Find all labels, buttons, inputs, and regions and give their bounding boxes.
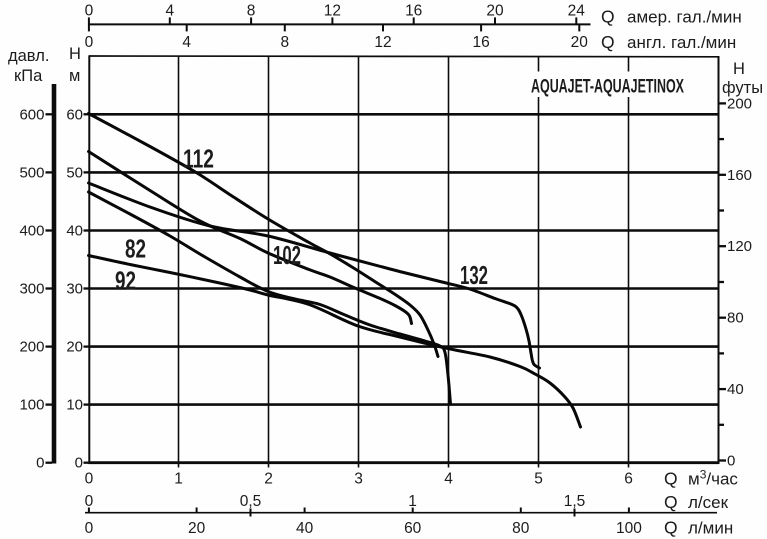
- svg-text:л/сек: л/сек: [688, 493, 729, 512]
- svg-text:20: 20: [66, 339, 83, 356]
- svg-text:12: 12: [374, 34, 391, 51]
- svg-text:м: м: [69, 67, 80, 85]
- svg-text:132: 132: [460, 260, 488, 290]
- svg-text:4: 4: [165, 3, 174, 20]
- svg-text:6: 6: [624, 471, 633, 488]
- svg-text:8: 8: [280, 34, 289, 51]
- svg-text:м3/час: м3/час: [688, 468, 738, 489]
- svg-text:1: 1: [174, 471, 183, 488]
- svg-text:англ. гал./мин: англ. гал./мин: [627, 33, 736, 52]
- svg-text:0,5: 0,5: [240, 493, 262, 510]
- svg-text:16: 16: [472, 34, 489, 51]
- svg-text:5: 5: [534, 471, 543, 488]
- svg-text:1: 1: [408, 493, 417, 510]
- svg-text:500: 500: [19, 164, 44, 181]
- svg-text:0: 0: [75, 455, 83, 472]
- svg-text:102: 102: [273, 240, 301, 270]
- svg-text:20: 20: [571, 34, 589, 51]
- svg-text:10: 10: [66, 397, 83, 414]
- svg-text:1,5: 1,5: [564, 493, 586, 510]
- svg-text:40: 40: [296, 520, 314, 537]
- svg-text:160: 160: [727, 167, 752, 184]
- svg-text:Q: Q: [664, 518, 678, 538]
- svg-text:100: 100: [19, 397, 44, 414]
- svg-text:40: 40: [727, 381, 744, 398]
- svg-text:92: 92: [115, 266, 136, 296]
- svg-text:50: 50: [66, 164, 83, 181]
- svg-text:40: 40: [66, 223, 83, 240]
- svg-text:2: 2: [264, 471, 273, 488]
- svg-text:4: 4: [182, 34, 191, 51]
- svg-text:24: 24: [568, 3, 586, 20]
- svg-text:давл.: давл.: [8, 47, 49, 65]
- svg-text:600: 600: [19, 106, 44, 123]
- svg-text:0: 0: [85, 520, 94, 537]
- svg-text:H: H: [733, 60, 745, 78]
- svg-text:200: 200: [19, 339, 44, 356]
- svg-text:0: 0: [36, 455, 44, 472]
- svg-text:Q: Q: [664, 469, 678, 489]
- svg-text:400: 400: [19, 223, 44, 240]
- svg-text:200: 200: [727, 95, 752, 112]
- svg-text:л/мин: л/мин: [688, 519, 733, 538]
- svg-text:4: 4: [444, 471, 453, 488]
- svg-text:8: 8: [247, 3, 256, 20]
- svg-text:AQUAJET-AQUAJETINOX: AQUAJET-AQUAJETINOX: [531, 76, 684, 98]
- svg-text:120: 120: [727, 238, 752, 255]
- svg-text:0: 0: [85, 3, 94, 20]
- svg-text:0: 0: [85, 471, 94, 488]
- svg-text:100: 100: [616, 520, 642, 537]
- svg-text:амер. гал./мин: амер. гал./мин: [627, 8, 742, 27]
- svg-text:20: 20: [188, 520, 206, 537]
- svg-text:60: 60: [66, 106, 83, 123]
- svg-text:Q: Q: [601, 7, 615, 27]
- svg-text:30: 30: [66, 281, 83, 298]
- svg-text:0: 0: [727, 453, 735, 470]
- svg-text:кПа: кПа: [14, 67, 43, 85]
- svg-text:0: 0: [85, 493, 94, 510]
- svg-text:H: H: [69, 45, 81, 63]
- svg-text:Q: Q: [664, 492, 678, 512]
- svg-text:3: 3: [354, 471, 363, 488]
- svg-text:16: 16: [405, 3, 422, 20]
- svg-text:60: 60: [404, 520, 422, 537]
- svg-text:82: 82: [125, 234, 146, 264]
- svg-text:12: 12: [324, 3, 341, 20]
- svg-text:Q: Q: [601, 32, 615, 52]
- svg-text:80: 80: [512, 520, 530, 537]
- svg-text:80: 80: [727, 310, 744, 327]
- svg-text:20: 20: [486, 3, 504, 20]
- svg-text:0: 0: [85, 34, 94, 51]
- svg-text:300: 300: [19, 281, 44, 298]
- svg-text:112: 112: [183, 144, 214, 174]
- svg-text:футы: футы: [722, 79, 763, 97]
